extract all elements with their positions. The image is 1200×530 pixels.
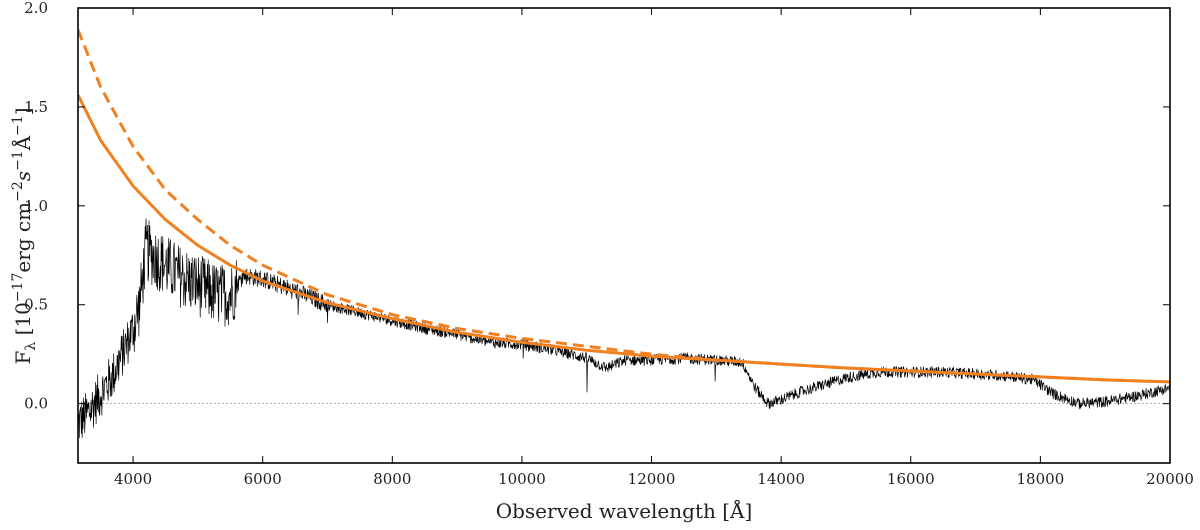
x-tick-label: 8000 (373, 470, 411, 488)
y-tick-label: 1.0 (24, 197, 48, 215)
x-tick-label: 12000 (628, 470, 676, 488)
y-label-end: ] (11, 107, 35, 115)
y-label-sub: λ (23, 342, 39, 351)
y-label-exp3: −1 (10, 150, 26, 171)
x-tick-label: 20000 (1146, 470, 1194, 488)
y-label-mid: erg cm (11, 202, 35, 273)
x-axis-label: Observed wavelength [Å] (496, 498, 753, 523)
x-tick-label: 6000 (244, 470, 282, 488)
x-tick-label: 14000 (757, 470, 805, 488)
series-observed-spectrum (78, 218, 1170, 439)
y-label-s: s (11, 171, 35, 181)
series-layer (78, 29, 1170, 439)
y-label-exp1: −17 (10, 273, 26, 303)
series-model-dashed (78, 29, 1170, 384)
y-axis-label: Fλ [10−17erg cm−2s−1Å−1] (10, 107, 39, 364)
plot-frame (77, 7, 1171, 464)
x-tick-label: 18000 (1017, 470, 1065, 488)
y-label-main: [10 (11, 302, 35, 342)
tick-layer: 4000 6000 8000 10000 12000 14000 16000 18000 200… (24, 0, 1194, 488)
y-tick-label: 0.5 (24, 296, 48, 314)
y-label-ang: Å (10, 135, 35, 151)
y-label-prefix: F (11, 351, 35, 365)
y-tick-label: 2.0 (24, 0, 48, 17)
y-label-exp2: −2 (10, 181, 26, 202)
x-tick-label: 16000 (887, 470, 935, 488)
y-tick-label: 1.5 (24, 98, 48, 116)
x-tick-label: 4000 (114, 470, 152, 488)
y-tick-label: 0.0 (24, 395, 48, 413)
x-tick-label: 10000 (498, 470, 546, 488)
y-label-exp4: −1 (10, 115, 26, 136)
